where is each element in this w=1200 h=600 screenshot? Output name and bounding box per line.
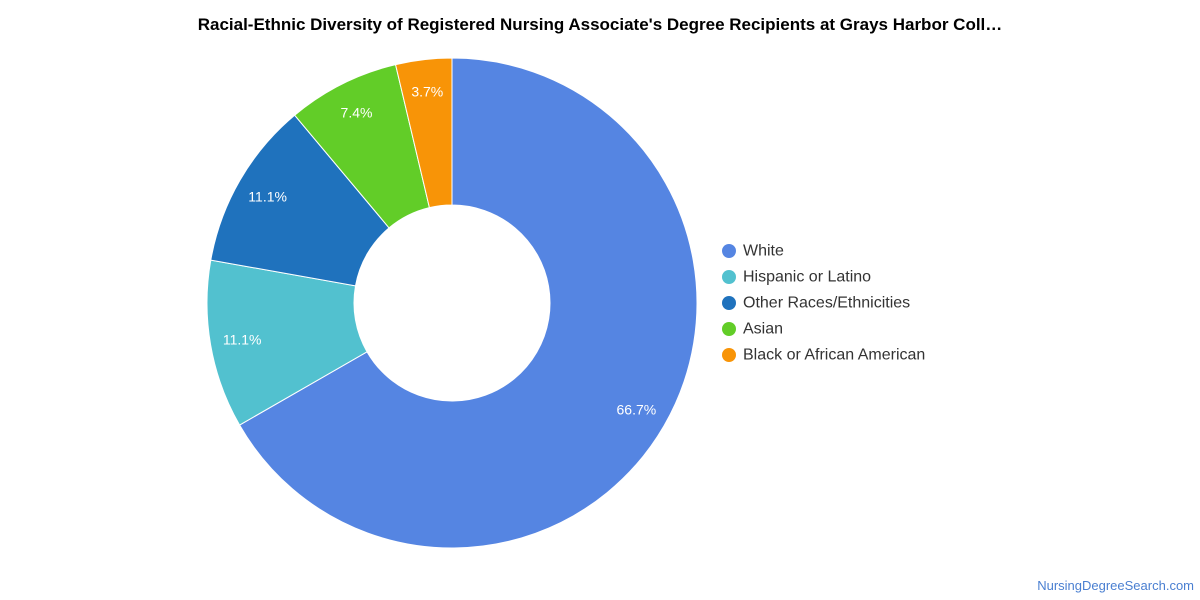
legend-label: Other Races/Ethnicities	[743, 295, 910, 312]
legend-item-white[interactable]: White	[722, 243, 784, 260]
legend-label: White	[743, 243, 784, 260]
slice-label-white: 66.7%	[617, 402, 657, 418]
legend: White Hispanic or Latino Other Races/Ethni…	[722, 243, 925, 364]
slice-hispanic-or-latino[interactable]	[206, 259, 368, 426]
source-watermark[interactable]: NursingDegreeSearch.com	[1037, 578, 1194, 593]
legend-marker	[722, 296, 736, 310]
slice-label-black-or-african-american: 3.7%	[411, 83, 443, 99]
slice-label-asian: 7.4%	[341, 105, 373, 121]
legend-label: Hispanic or Latino	[743, 269, 871, 286]
legend-marker	[722, 244, 736, 258]
slice-label-hispanic-or-latino: 11.1%	[223, 332, 262, 348]
legend-marker	[722, 348, 736, 362]
legend-item-black-or-african-american[interactable]: Black or African American	[722, 347, 925, 364]
slice-white[interactable]	[238, 57, 698, 549]
chart-title: Racial-Ethnic Diversity of Registered Nu…	[197, 15, 1003, 34]
legend-label: Asian	[743, 321, 783, 338]
legend-item-asian[interactable]: Asian	[722, 321, 783, 338]
slice-labels: 66.7% 11.1% 11.1% 7.4% 3.7%	[223, 83, 656, 417]
legend-item-other-races-ethnicities[interactable]: Other Races/Ethnicities	[722, 295, 910, 312]
slice-label-other-races-ethnicities: 11.1%	[248, 188, 287, 204]
slice-black-or-african-american[interactable]	[394, 57, 453, 209]
legend-marker	[722, 270, 736, 284]
slice-other-races-ethnicities[interactable]	[210, 114, 390, 287]
legend-marker	[722, 322, 736, 336]
slices	[206, 57, 698, 549]
legend-item-hispanic-or-latino[interactable]: Hispanic or Latino	[722, 269, 871, 286]
legend-label: Black or African American	[743, 347, 925, 364]
